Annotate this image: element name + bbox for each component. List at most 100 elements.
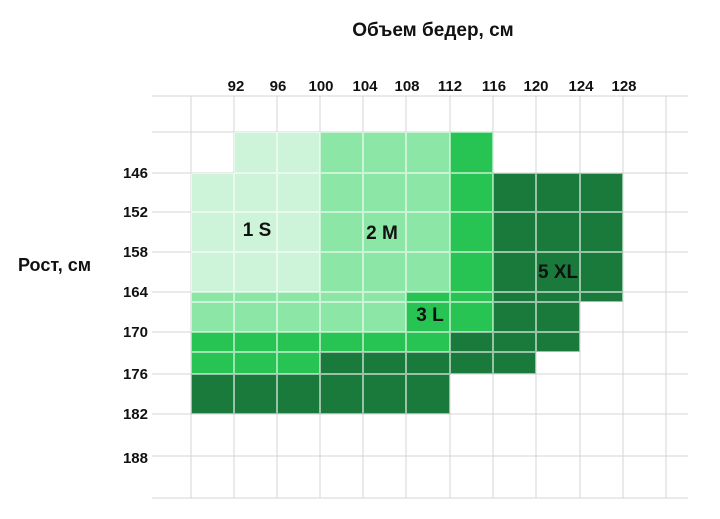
cell-border-21-3 (320, 332, 363, 352)
cell-border-15-1 (234, 292, 277, 302)
cell-border-15-4 (363, 292, 406, 302)
cell-border-11-1 (234, 252, 277, 292)
cell-border-21-1 (234, 332, 277, 352)
cell-border-1-3 (320, 132, 363, 173)
size-cell-5-xl-23 (450, 332, 580, 352)
cell-border-22-5 (406, 332, 450, 352)
cell-border-13-6 (450, 252, 493, 292)
size-cell-2-m-1 (320, 132, 450, 173)
cell-border-27-5 (406, 374, 450, 414)
cell-border-15-2 (277, 292, 320, 302)
cell-border-25-5 (406, 352, 450, 374)
cell-border-24-1 (234, 352, 277, 374)
cell-border-19-5 (406, 302, 450, 332)
size-cell-2-m-4 (320, 173, 450, 212)
size-labels: 1 S 2 M 3 L 5 XL (243, 220, 579, 326)
y-tick-146: 146 (123, 165, 148, 182)
cell-border-20-7 (493, 302, 536, 332)
cell-border-18-0 (191, 302, 234, 332)
cell-border-23-6 (450, 332, 493, 352)
cell-border-26-2 (277, 374, 320, 414)
size-cell-3-l-5 (450, 173, 493, 212)
size-cell-1-s-7 (191, 212, 320, 252)
x-tick-100: 100 (308, 78, 333, 95)
cell-border-18-1 (234, 302, 277, 332)
cell-border-18-2 (277, 302, 320, 332)
chart-title: Объем бедер, см (352, 20, 513, 41)
cell-border-12-3 (320, 252, 363, 292)
size-label-1-s: 1 S (243, 220, 272, 241)
cell-border-21-0 (191, 332, 234, 352)
cell-border-14-7 (493, 252, 536, 292)
cell-border-25-6 (450, 352, 493, 374)
cell-border-21-2 (277, 332, 320, 352)
x-tick-112: 112 (438, 78, 462, 95)
cell-border-17-7 (493, 292, 536, 302)
cell-border-17-8 (536, 292, 580, 302)
x-tick-124: 124 (568, 78, 594, 95)
x-tick-96: 96 (270, 78, 287, 95)
cell-border-1-5 (406, 132, 450, 173)
cell-border-8-4 (363, 212, 406, 252)
size-cell-3-l-21 (191, 332, 406, 352)
size-cell-2-m-18 (191, 302, 406, 332)
size-cell-5-xl-25 (320, 352, 536, 374)
cell-border-24-2 (277, 352, 320, 374)
cell-border-25-3 (320, 352, 363, 374)
cell-border-6-7 (493, 173, 536, 212)
cell-border-4-5 (406, 173, 450, 212)
x-tick-108: 108 (394, 78, 419, 95)
size-cell-3-l-24 (191, 352, 320, 374)
cell-border-27-4 (363, 374, 406, 414)
size-cell-2-m-8 (320, 212, 450, 252)
cell-border-0-2 (277, 132, 320, 173)
size-cell-2-m-15 (191, 292, 406, 302)
cell-border-2-6 (450, 132, 493, 173)
cell-border-18-3 (320, 302, 363, 332)
x-tick-128: 128 (611, 78, 636, 95)
cell-border-21-4 (363, 332, 406, 352)
cell-border-11-2 (277, 252, 320, 292)
size-cell-5-xl-6 (493, 173, 623, 212)
size-cell-5-xl-14 (493, 252, 623, 292)
cell-border-26-1 (234, 374, 277, 414)
cell-border-14-9 (580, 252, 623, 292)
cell-border-26-3 (320, 374, 363, 414)
cell-border-10-9 (580, 212, 623, 252)
cell-border-4-4 (363, 173, 406, 212)
x-tick-92: 92 (228, 78, 245, 95)
size-cell-5-xl-10 (493, 212, 623, 252)
cell-border-3-1 (234, 173, 277, 212)
cell-border-5-6 (450, 173, 493, 212)
cell-border-3-0 (191, 173, 234, 212)
size-cell-3-l-9 (450, 212, 493, 252)
cell-border-11-0 (191, 252, 234, 292)
x-tick-104: 104 (352, 78, 378, 95)
cell-border-6-8 (536, 173, 580, 212)
size-label-3-l: 3 L (416, 305, 444, 326)
cell-border-16-6 (450, 292, 493, 302)
size-label-5-xl: 5 XL (538, 262, 579, 283)
cell-border-25-4 (363, 352, 406, 374)
y-tick-labels: 146 152 158 164 170 176 182 188 (123, 165, 149, 467)
size-cell-3-l-22 (406, 332, 450, 352)
cell-border-18-4 (363, 302, 406, 332)
y-tick-188: 188 (123, 450, 148, 467)
size-cell-1-s-11 (191, 252, 320, 292)
cell-border-9-6 (450, 212, 493, 252)
cell-border-16-5 (406, 292, 450, 302)
cell-border-17-9 (580, 292, 623, 302)
size-cell-3-l-2 (450, 132, 493, 173)
cell-border-12-4 (363, 252, 406, 292)
y-tick-152: 152 (123, 204, 148, 221)
cell-border-25-7 (493, 352, 536, 374)
cell-border-7-1 (234, 212, 277, 252)
size-cell-1-s-3 (191, 173, 320, 212)
y-tick-164: 164 (123, 284, 149, 301)
cell-border-3-2 (277, 173, 320, 212)
x-tick-120: 120 (523, 78, 548, 95)
cell-border-8-5 (406, 212, 450, 252)
cell-border-6-9 (580, 173, 623, 212)
x-tick-116: 116 (482, 78, 506, 95)
cell-border-1-4 (363, 132, 406, 173)
